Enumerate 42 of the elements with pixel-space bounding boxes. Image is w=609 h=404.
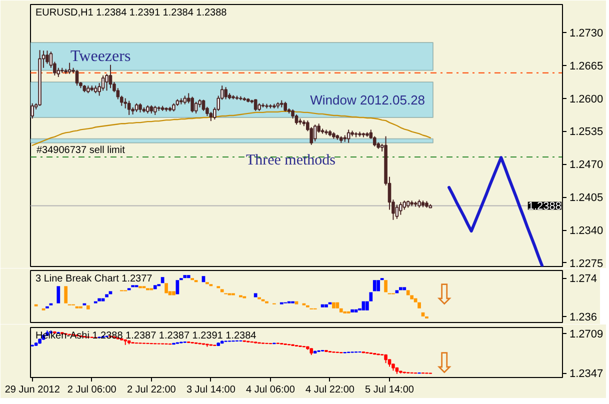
bar: [369, 292, 373, 302]
bar: [398, 287, 402, 290]
y-tick-label: 1.2347: [570, 368, 604, 380]
bar: [186, 275, 190, 278]
bar: [402, 287, 406, 290]
annotation: ⇩: [432, 346, 456, 380]
bar: [254, 293, 258, 298]
bar: [418, 302, 421, 308]
bar: [366, 301, 369, 310]
chart-title: 3 Line Break Chart 1.2377: [36, 274, 153, 284]
bar: [183, 275, 187, 278]
bar: [153, 285, 157, 290]
bar: [339, 308, 343, 312]
bar: [406, 290, 410, 296]
bar: [384, 280, 388, 292]
candlestick: [30, 102, 34, 120]
bar: [332, 302, 336, 308]
bar: [105, 294, 108, 298]
y-tick-label: 1.2709: [570, 328, 604, 340]
x-tick-label: 3 Jul 14:00: [186, 384, 236, 396]
bar: [220, 289, 224, 292]
bar: [324, 304, 328, 308]
x-tick-label: 2 Jul 22:00: [126, 384, 176, 396]
bar: [98, 298, 101, 302]
bar: [164, 283, 168, 294]
bar: [350, 309, 354, 312]
bar: [410, 295, 414, 300]
bar: [64, 286, 68, 304]
y-tick-label: 1.236: [570, 311, 598, 324]
x-tick-label: 4 Jul 22:00: [306, 384, 355, 396]
x-tick-label: 4 Jul 06:00: [246, 384, 296, 396]
bar: [56, 286, 60, 304]
bar: [376, 280, 380, 292]
bar: [172, 291, 176, 296]
annotation: ⇩: [432, 278, 456, 311]
bar: [86, 305, 90, 310]
x-tick-label: 29 Jun 2012: [4, 384, 60, 396]
x-tick-label: 5 Jul 14:00: [365, 384, 414, 396]
bar: [372, 280, 376, 292]
y-tick-label: 1.274: [570, 273, 598, 286]
bar: [336, 302, 340, 308]
x-tick-label: 2 Jul 06:00: [67, 384, 117, 396]
